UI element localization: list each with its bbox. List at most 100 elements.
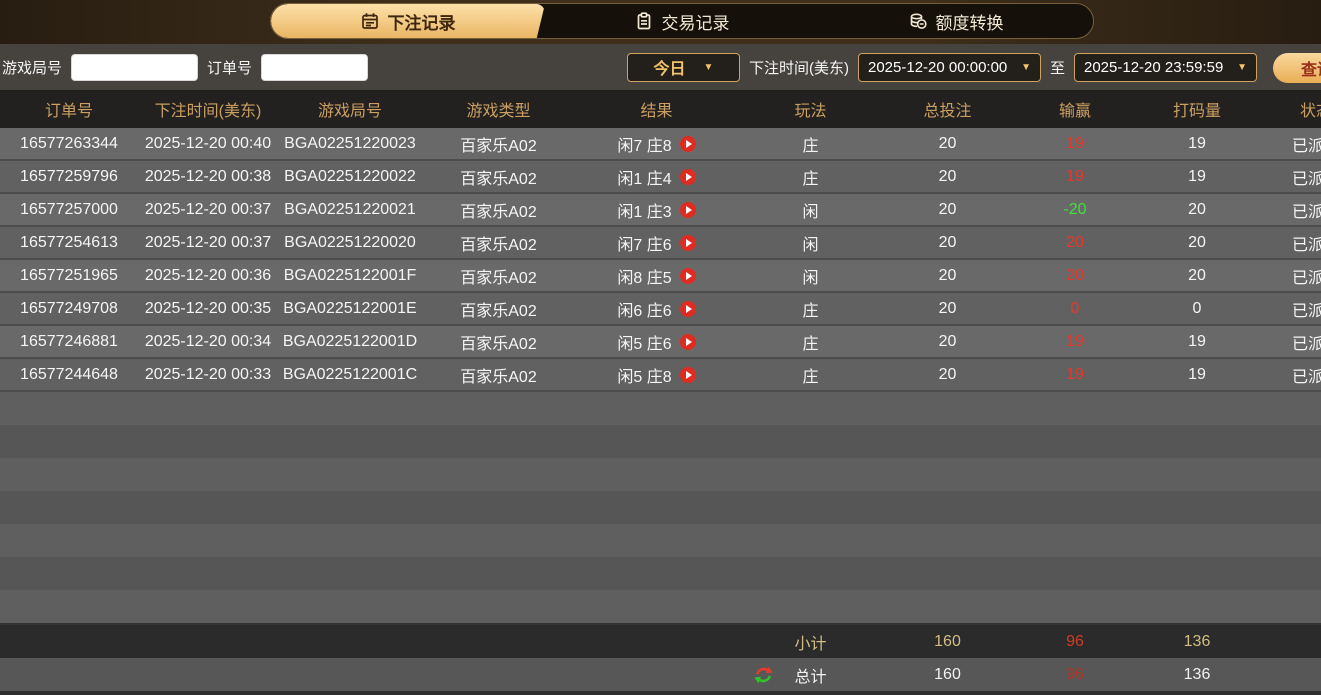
play-icon[interactable] xyxy=(679,366,696,383)
play-type-cell: 闲 xyxy=(802,269,819,287)
table-row: 16577251965 2025-12-20 00:36 BGA02251220… xyxy=(0,260,1321,293)
total-total-bet: 160 xyxy=(934,665,961,683)
tab-label: 交易记录 xyxy=(661,13,730,33)
status-cell: 已派彩 xyxy=(1291,137,1321,155)
status-cell: 已派彩 xyxy=(1291,170,1321,188)
header-win-loss: 输赢 xyxy=(1058,103,1091,120)
round-id-cell: BGA0225122001F xyxy=(283,266,417,284)
result-cell: 闲1 庄3 xyxy=(575,198,738,222)
order-id-cell: 16577263344 xyxy=(20,134,118,152)
header-result: 结果 xyxy=(640,103,673,120)
table-row: 16577263344 2025-12-20 00:40 BGA02251220… xyxy=(0,128,1321,161)
result-text: 闲5 庄6 xyxy=(617,335,672,353)
bet-time-label: 下注时间(美东) xyxy=(748,59,849,77)
total-win-loss: 96 xyxy=(1066,665,1084,683)
empty-row xyxy=(0,458,1321,491)
total-turnover: 136 xyxy=(1183,665,1211,683)
status-cell: 已派彩 xyxy=(1291,302,1321,320)
result-text: 闲1 庄4 xyxy=(617,170,672,188)
empty-row xyxy=(0,590,1321,623)
chevron-down-icon: ▼ xyxy=(1021,61,1031,73)
game-type-cell: 百家乐A02 xyxy=(460,368,537,386)
turnover-cell: 20 xyxy=(1188,233,1206,251)
subtotal-total-bet: 160 xyxy=(934,632,961,650)
subtotal-turnover: 136 xyxy=(1183,632,1211,650)
win-loss-cell: 19 xyxy=(1066,134,1084,152)
game-round-input[interactable] xyxy=(71,53,199,81)
result-text: 闲7 庄6 xyxy=(617,236,672,254)
header-status: 状态 xyxy=(1299,103,1321,120)
total-label-cell: 总计 xyxy=(738,663,883,687)
start-time-value: 2025-12-20 00:00:00 xyxy=(867,58,1008,76)
play-type-cell: 庄 xyxy=(802,137,819,155)
clipboard-icon xyxy=(635,12,653,30)
play-icon[interactable] xyxy=(679,135,696,152)
empty-row xyxy=(0,425,1321,458)
result-text: 闲6 庄6 xyxy=(617,302,672,320)
play-icon[interactable] xyxy=(679,300,696,317)
order-id-cell: 16577244648 xyxy=(20,365,118,383)
total-bet-cell: 20 xyxy=(938,233,957,251)
play-icon[interactable] xyxy=(679,267,696,284)
total-bet-cell: 20 xyxy=(938,200,957,218)
date-preset-select[interactable]: 今日 ▼ xyxy=(626,52,740,82)
win-loss-cell: -20 xyxy=(1063,200,1087,218)
total-label: 总计 xyxy=(794,668,827,686)
win-loss-cell: 20 xyxy=(1066,233,1084,251)
tab-group: 下注记录 交易记录 xyxy=(270,3,1094,39)
table-row: 16577257000 2025-12-20 00:37 BGA02251220… xyxy=(0,194,1321,227)
chevron-down-icon: ▼ xyxy=(1237,61,1247,73)
date-preset-value: 今日 xyxy=(653,61,686,78)
win-loss-cell: 19 xyxy=(1066,167,1084,185)
result-cell: 闲7 庄8 xyxy=(575,132,738,156)
header-total-bet: 总投注 xyxy=(923,103,972,120)
turnover-cell: 0 xyxy=(1192,299,1202,317)
tab-transaction-records[interactable]: 交易记录 xyxy=(545,4,819,38)
play-icon[interactable] xyxy=(679,201,696,218)
round-id-cell: BGA0225122001C xyxy=(282,365,418,383)
header-game-type: 游戏类型 xyxy=(466,103,531,120)
result-cell: 闲1 庄4 xyxy=(575,165,738,189)
result-text: 闲5 庄8 xyxy=(617,368,672,386)
calendar-icon xyxy=(361,12,379,30)
win-loss-cell: 19 xyxy=(1066,365,1084,383)
tab-credit-conversion[interactable]: 额度转换 xyxy=(819,4,1093,38)
start-time-select[interactable]: 2025-12-20 00:00:00 ▼ xyxy=(857,52,1041,82)
search-button[interactable]: 查询 xyxy=(1273,53,1321,83)
subtotal-label: 小计 xyxy=(794,635,827,653)
play-icon[interactable] xyxy=(679,234,696,251)
status-cell: 已派彩 xyxy=(1291,203,1321,221)
round-id-cell: BGA0225122001D xyxy=(282,332,418,350)
subtotal-row: 小计 160 96 136 xyxy=(0,623,1321,658)
play-type-cell: 庄 xyxy=(802,368,819,386)
chevron-down-icon: ▼ xyxy=(703,61,714,73)
order-id-cell: 16577246881 xyxy=(20,332,118,350)
empty-row xyxy=(0,524,1321,557)
result-text: 闲7 庄8 xyxy=(617,137,672,155)
table-row: 16577259796 2025-12-20 00:38 BGA02251220… xyxy=(0,161,1321,194)
order-input[interactable] xyxy=(261,53,369,81)
play-icon[interactable] xyxy=(679,333,696,350)
header-round-id: 游戏局号 xyxy=(317,103,382,120)
tab-betting-records[interactable]: 下注记录 xyxy=(271,4,545,38)
round-id-cell: BGA0225122001E xyxy=(283,299,417,317)
round-id-cell: BGA02251220021 xyxy=(284,200,416,218)
order-id-cell: 16577254613 xyxy=(20,233,118,251)
empty-row xyxy=(0,491,1321,524)
tab-label: 额度转换 xyxy=(935,13,1004,33)
refresh-icon[interactable] xyxy=(754,665,773,684)
turnover-cell: 19 xyxy=(1188,332,1206,350)
play-icon[interactable] xyxy=(679,168,696,185)
win-loss-cell: 0 xyxy=(1070,299,1080,317)
total-bet-cell: 20 xyxy=(938,134,957,152)
game-type-cell: 百家乐A02 xyxy=(460,269,537,287)
bet-time-cell: 2025-12-20 00:33 xyxy=(144,365,272,383)
order-id-cell: 16577257000 xyxy=(20,200,118,218)
result-text: 闲8 庄5 xyxy=(617,269,672,287)
bet-time-cell: 2025-12-20 00:37 xyxy=(144,200,272,218)
total-bet-cell: 20 xyxy=(938,365,957,383)
play-type-cell: 闲 xyxy=(802,236,819,254)
end-time-select[interactable]: 2025-12-20 23:59:59 ▼ xyxy=(1074,52,1257,82)
total-bet-cell: 20 xyxy=(938,299,957,317)
